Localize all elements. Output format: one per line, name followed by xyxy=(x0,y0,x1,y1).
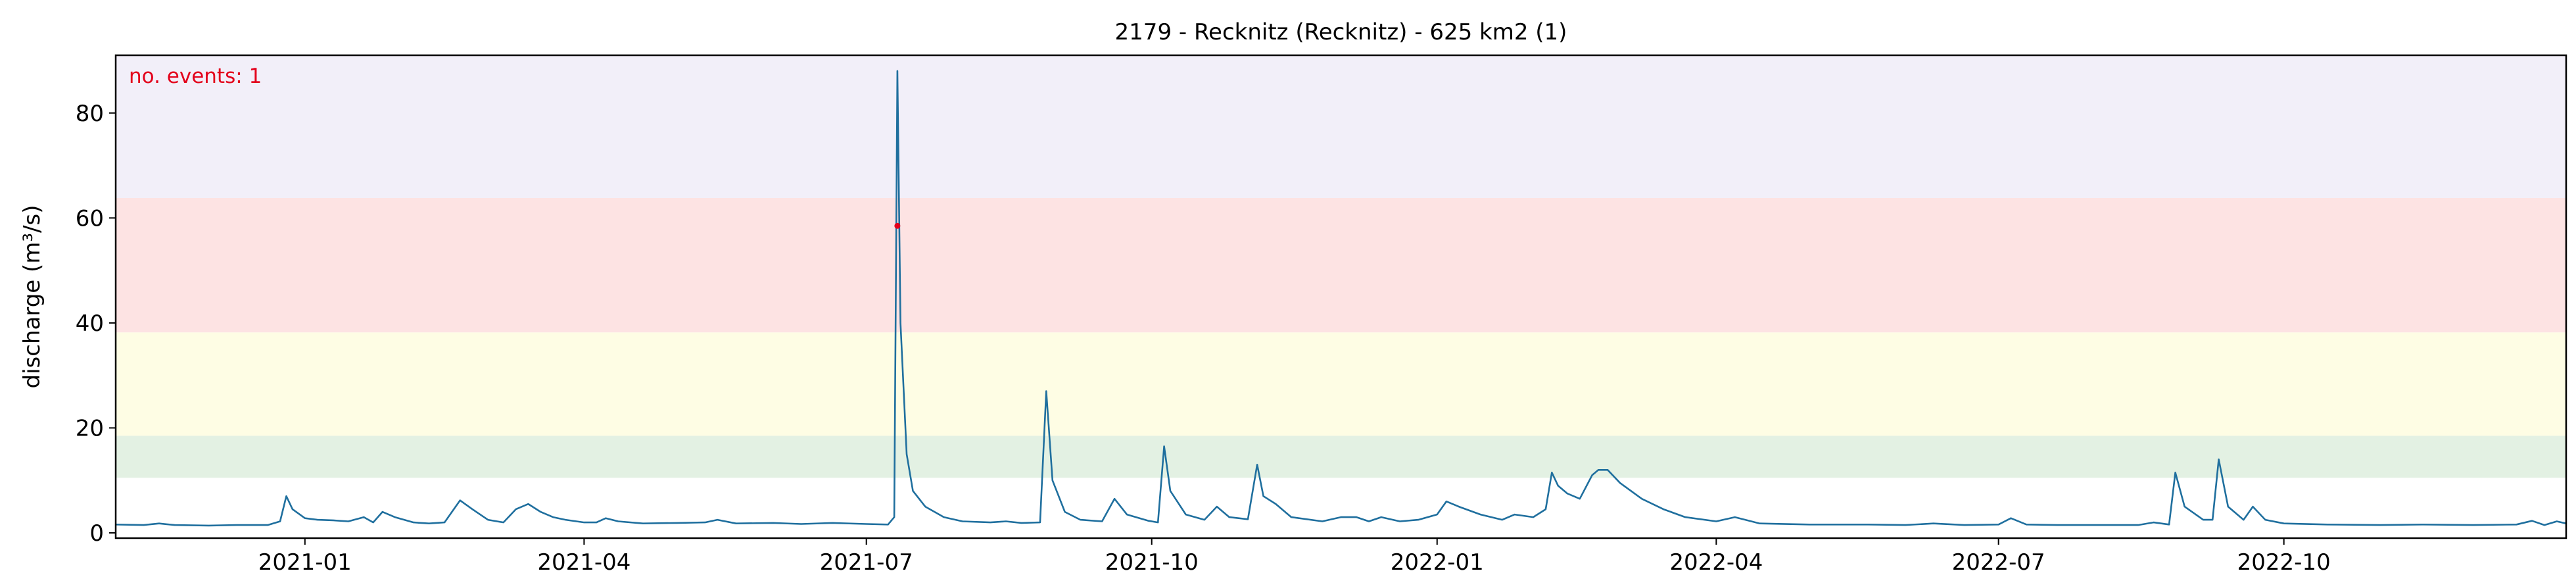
y-tick-label: 80 xyxy=(76,101,104,127)
y-tick-label: 60 xyxy=(76,205,104,232)
y-axis: 0 20 40 60 80 xyxy=(76,101,116,547)
threshold-band-0 xyxy=(116,436,2566,478)
threshold-band-1 xyxy=(116,332,2566,436)
event-markers xyxy=(894,222,901,229)
x-tick-label: 2021-07 xyxy=(820,549,913,573)
threshold-band-2 xyxy=(116,198,2566,333)
plot-frame xyxy=(114,54,2567,539)
event-count-annotation: no. events: 1 xyxy=(129,64,262,88)
x-axis: 2021-01 2021-04 2021-07 2021-10 2022-01 2022-… xyxy=(258,538,2331,573)
x-tick-label: 2021-01 xyxy=(258,549,352,573)
x-tick-label: 2022-07 xyxy=(1952,549,2045,573)
y-tick-label: 0 xyxy=(89,520,104,547)
x-tick-label: 2022-10 xyxy=(2237,549,2331,573)
threshold-bands xyxy=(116,55,2566,478)
x-tick-label: 2022-01 xyxy=(1391,549,1484,573)
threshold-band-3 xyxy=(116,55,2566,199)
event-marker xyxy=(894,222,901,229)
discharge-series-line xyxy=(115,70,2567,527)
series-layer xyxy=(115,70,2567,527)
y-tick-label: 40 xyxy=(76,311,104,337)
x-tick-label: 2021-04 xyxy=(537,549,631,573)
x-tick-label: 2022-04 xyxy=(1669,549,1763,573)
chart-title: 2179 - Recknitz (Recknitz) - 625 km2 (1) xyxy=(1115,19,1567,45)
x-tick-label: 2021-10 xyxy=(1105,549,1199,573)
y-axis-label: discharge (m³/s) xyxy=(19,205,45,389)
y-tick-label: 20 xyxy=(76,415,104,441)
